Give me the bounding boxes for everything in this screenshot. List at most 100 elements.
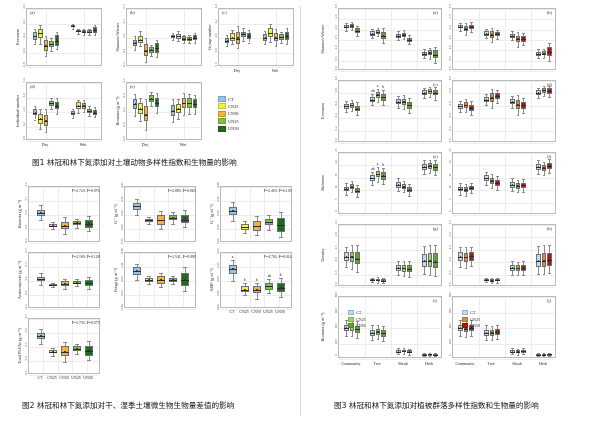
- gridline-vertical: [391, 225, 392, 285]
- boxplot-cap: [542, 274, 546, 275]
- legend-swatch: [348, 323, 355, 329]
- boxplot-mean-marker: [88, 30, 91, 33]
- boxplot-mean-marker: [351, 104, 353, 107]
- boxplot-cap: [231, 201, 235, 203]
- boxplot-cap: [537, 352, 540, 354]
- gridline-horizontal: [453, 118, 555, 119]
- boxplot-cap: [177, 99, 180, 100]
- y-axis-tick-label: -0.3: [121, 62, 126, 68]
- y-axis-tick-label: 0.3: [121, 19, 126, 23]
- boxplot-mean-marker: [485, 177, 488, 180]
- boxplot-cap: [537, 160, 540, 161]
- boxplot-mean-marker: [522, 104, 525, 107]
- boxplot-cap: [193, 113, 196, 115]
- y-axis-tick-label: 0: [333, 210, 338, 213]
- boxplot-cap: [516, 275, 520, 276]
- boxplot-cap: [356, 244, 359, 246]
- gridline-horizontal: [29, 309, 99, 310]
- y-axis-title: Shannon-Wiener: [320, 24, 325, 54]
- boxplot-cap: [408, 44, 411, 45]
- boxplot-mean-marker: [244, 226, 246, 229]
- boxplot-mean-marker: [160, 219, 162, 222]
- boxplot-cap: [548, 273, 551, 274]
- boxplot-cap: [397, 178, 400, 179]
- boxplot-cap: [350, 111, 354, 112]
- plot-area: [127, 9, 201, 65]
- boxplot-cap: [77, 99, 80, 101]
- boxplot-mean-marker: [156, 102, 158, 104]
- boxplot-cap: [548, 173, 551, 174]
- y-axis-tick-label: 0.0: [333, 66, 338, 71]
- figure-2-caption: 图2 林冠和林下氮添加对干、湿季土壤微生物生物量差值的影响: [22, 401, 235, 410]
- boxplot-cap: [470, 319, 473, 321]
- gridline-vertical: [531, 9, 532, 69]
- boxplot-mean-marker: [188, 102, 191, 105]
- boxplot-cap: [371, 171, 374, 172]
- y-axis-tick-label: 2.0: [447, 232, 452, 237]
- boxplot-cap: [470, 335, 473, 337]
- gridline-horizontal: [339, 130, 441, 132]
- panel-letter-a: (a): [30, 10, 35, 15]
- y-axis-tick-label: 0.8: [333, 88, 338, 93]
- boxplot-cap: [279, 236, 283, 238]
- y-axis-tick-label: -0.10: [119, 304, 124, 311]
- y-axis-tick-label: 0.4: [447, 113, 452, 118]
- gridline-horizontal: [29, 319, 99, 320]
- gridline-horizontal: [453, 190, 555, 191]
- y-axis-tick-label: 0.6: [447, 101, 452, 106]
- figure3-panel-i: 800 600 400 200 0: [334, 293, 442, 360]
- y-axis-tick-label: 0.5: [121, 4, 126, 9]
- boxplot-cap: [226, 45, 229, 47]
- boxplot-mean-marker: [429, 353, 431, 356]
- gridline-vertical: [391, 297, 392, 357]
- y-axis-tick-label: 3.4: [21, 78, 26, 83]
- boxplot-cap: [75, 285, 79, 287]
- boxplot-cap: [255, 216, 259, 217]
- boxplot-cap: [490, 89, 494, 90]
- gridline-vertical: [505, 153, 506, 213]
- boxplot-median: [381, 280, 386, 282]
- boxplot-mean-marker: [382, 175, 385, 177]
- legend-swatch: [218, 125, 226, 132]
- boxplot-cap: [75, 353, 79, 355]
- boxplot-cap: [470, 183, 473, 184]
- gridline-horizontal: [339, 215, 441, 216]
- boxplot-cap: [496, 190, 499, 191]
- boxplot-mean-marker: [397, 184, 400, 186]
- plot-area: [29, 319, 99, 373]
- boxplot-cap: [511, 96, 514, 97]
- boxplot-mean-marker: [548, 258, 551, 261]
- y-axis-tick-label: 1.0: [447, 76, 452, 81]
- boxplot-cap: [459, 22, 462, 24]
- gridline-horizontal: [219, 38, 293, 39]
- boxplot-mean-marker: [242, 33, 245, 35]
- boxplot-cap: [382, 184, 385, 185]
- boxplot-mean-marker: [403, 33, 405, 36]
- boxplot-cap: [511, 191, 514, 192]
- gridline-horizontal: [125, 267, 195, 268]
- panel-letter-b: (b): [547, 10, 552, 15]
- boxplot-cap: [485, 277, 488, 278]
- boxplot-cap: [255, 298, 259, 299]
- boxplot-cap: [408, 97, 411, 99]
- y-axis-tick-label: 1.5: [447, 245, 452, 250]
- boxplot-mean-marker: [543, 167, 545, 169]
- boxplot-median: [181, 219, 189, 221]
- boxplot-mean-marker: [256, 225, 258, 228]
- boxplot-cap: [423, 49, 426, 50]
- gridline-vertical: [505, 9, 506, 69]
- boxplot-mean-marker: [537, 166, 540, 168]
- boxplot-cap: [470, 101, 473, 102]
- boxplot-cap: [39, 24, 42, 26]
- boxplot-mean-marker: [231, 37, 234, 39]
- boxplot-mean-marker: [522, 184, 525, 187]
- boxplot-cap: [542, 245, 546, 246]
- y-axis-tick-label: -0.2: [121, 107, 126, 113]
- boxplot-mean-marker: [382, 35, 385, 37]
- boxplot-cap: [542, 356, 546, 357]
- boxplot-mean-marker: [88, 110, 91, 112]
- figure3-panel-a: 3.0 2.5 2.0 1.5 1.0 0.5 0.0: [334, 5, 442, 72]
- legend-label: UN50: [470, 323, 480, 329]
- gridline-vertical: [264, 253, 265, 307]
- boxplot-cap: [93, 35, 96, 36]
